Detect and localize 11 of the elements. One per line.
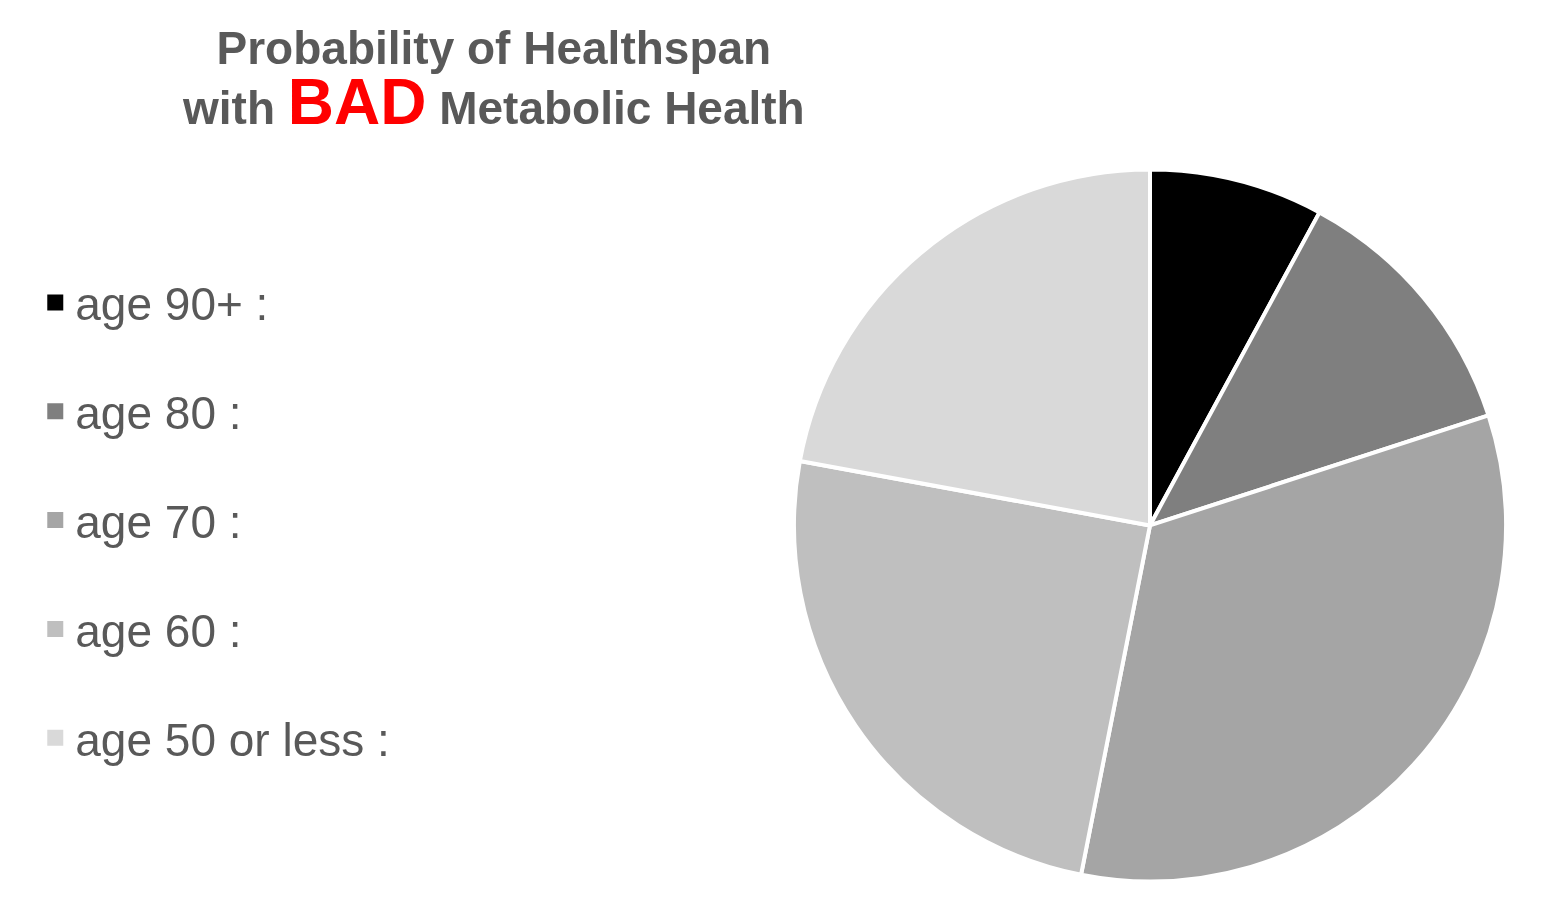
legend-label: age 80 [75,387,216,440]
legend-label: age 70 [75,496,216,549]
text: : [215,387,242,440]
chart-title: Probability of Healthspan with BAD Metabolic Health [182,22,805,138]
legend-label: age 60 [75,604,216,657]
text: : [364,713,390,766]
text: : [242,278,269,331]
text: : [215,604,242,657]
text: : [215,496,242,549]
legend-label: age 50 or less [75,713,365,766]
legend-label: age 90+ [75,278,243,331]
